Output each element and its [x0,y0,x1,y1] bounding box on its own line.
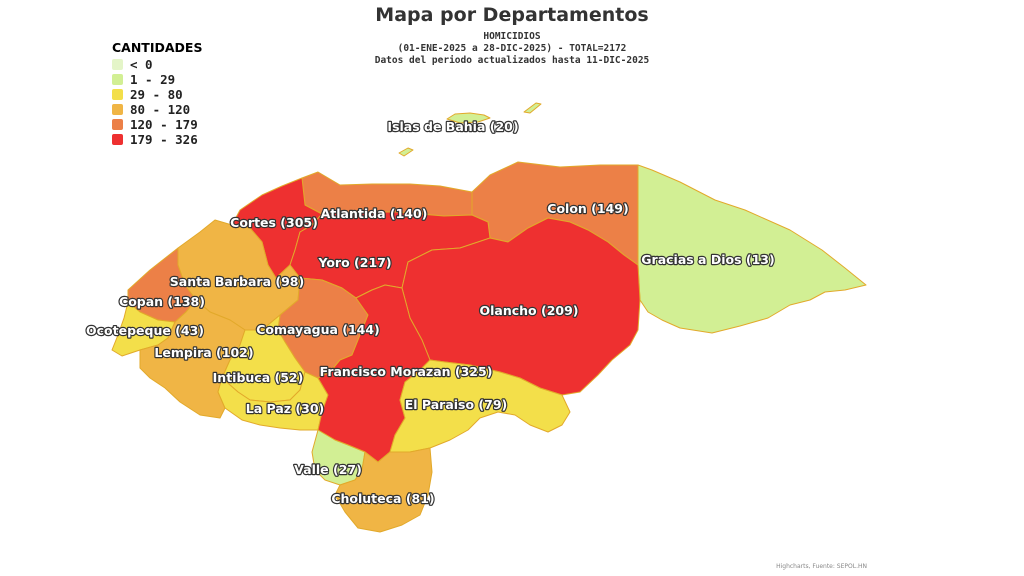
region-choluteca[interactable] [334,447,433,533]
region-shape[interactable] [446,112,491,124]
subtitle-line-2: (01-ENE-2025 a 28-DIC-2025) - TOTAL=2172 [397,43,627,54]
region-label-intibuca: Intibuca (52) [213,370,304,385]
legend: CANTIDADES < 0 1 - 29 29 - 80 80 - 120 1… [112,40,202,147]
legend-swatch [112,74,123,85]
legend-item[interactable]: 80 - 120 [112,102,202,117]
legend-label: < 0 [130,57,153,72]
region-label-el-paraiso: El Paraiso (79) [405,397,508,412]
legend-label: 1 - 29 [130,72,176,87]
region-islas-de-bahia[interactable] [398,102,542,157]
region-shape[interactable] [334,447,433,533]
region-label-olancho: Olancho (209) [479,303,578,318]
region-el-paraiso[interactable] [389,359,571,453]
legend-label: 179 - 326 [130,132,198,147]
region-label-francisco-morazan: Francisco Morazan (325) [320,364,493,379]
region-shape[interactable] [523,102,542,114]
legend-title: CANTIDADES [112,40,203,55]
legend-swatch [112,134,123,145]
region-label-la-paz: La Paz (30) [246,401,324,416]
region-label-islas: Islas de Bahia (20) [387,119,518,134]
map-title: Mapa por Departamentos [375,4,649,26]
region-label-cortes: Cortes (305) [230,215,318,230]
legend-label: 29 - 80 [130,87,183,102]
legend-item[interactable]: 29 - 80 [112,87,202,102]
legend-label: 80 - 120 [130,102,191,117]
region-label-colon: Colon (149) [547,201,628,216]
legend-item[interactable]: 1 - 29 [112,72,202,87]
legend-swatch [112,119,123,130]
subtitle-line-3: Datos del periodo actualizados hasta 11-… [374,55,650,66]
legend-swatch [112,104,123,115]
region-label-lempira: Lempira (102) [154,345,253,360]
region-label-ocotepeque: Ocotepeque (43) [86,323,204,338]
region-label-atlantida: Atlantida (140) [321,206,428,221]
region-label-choluteca: Choluteca (81) [331,491,434,506]
credits-link[interactable]: Highcharts, Fuente: SEPOL.HN [776,563,867,570]
subtitle-line-1: HOMICIDIOS [483,31,541,42]
legend-item[interactable]: 179 - 326 [112,132,202,147]
legend-swatch [112,59,123,70]
legend-item[interactable]: 120 - 179 [112,117,202,132]
region-shape[interactable] [398,147,414,157]
region-shape[interactable] [637,164,867,334]
region-gracias-a-dios[interactable] [637,164,867,334]
region-label-valle: Valle (27) [294,462,362,477]
legend-swatch [112,89,123,100]
region-label-yoro: Yoro (217) [317,255,391,270]
region-label-copan: Copan (138) [119,294,205,309]
region-label-comayagua: Comayagua (144) [256,322,380,337]
region-label-santa-barbara: Santa Barbara (98) [170,274,304,289]
region-label-gracias: Gracias a Dios (13) [641,252,774,267]
region-shape[interactable] [389,359,571,453]
legend-item[interactable]: < 0 [112,57,202,72]
legend-label: 120 - 179 [130,117,198,132]
